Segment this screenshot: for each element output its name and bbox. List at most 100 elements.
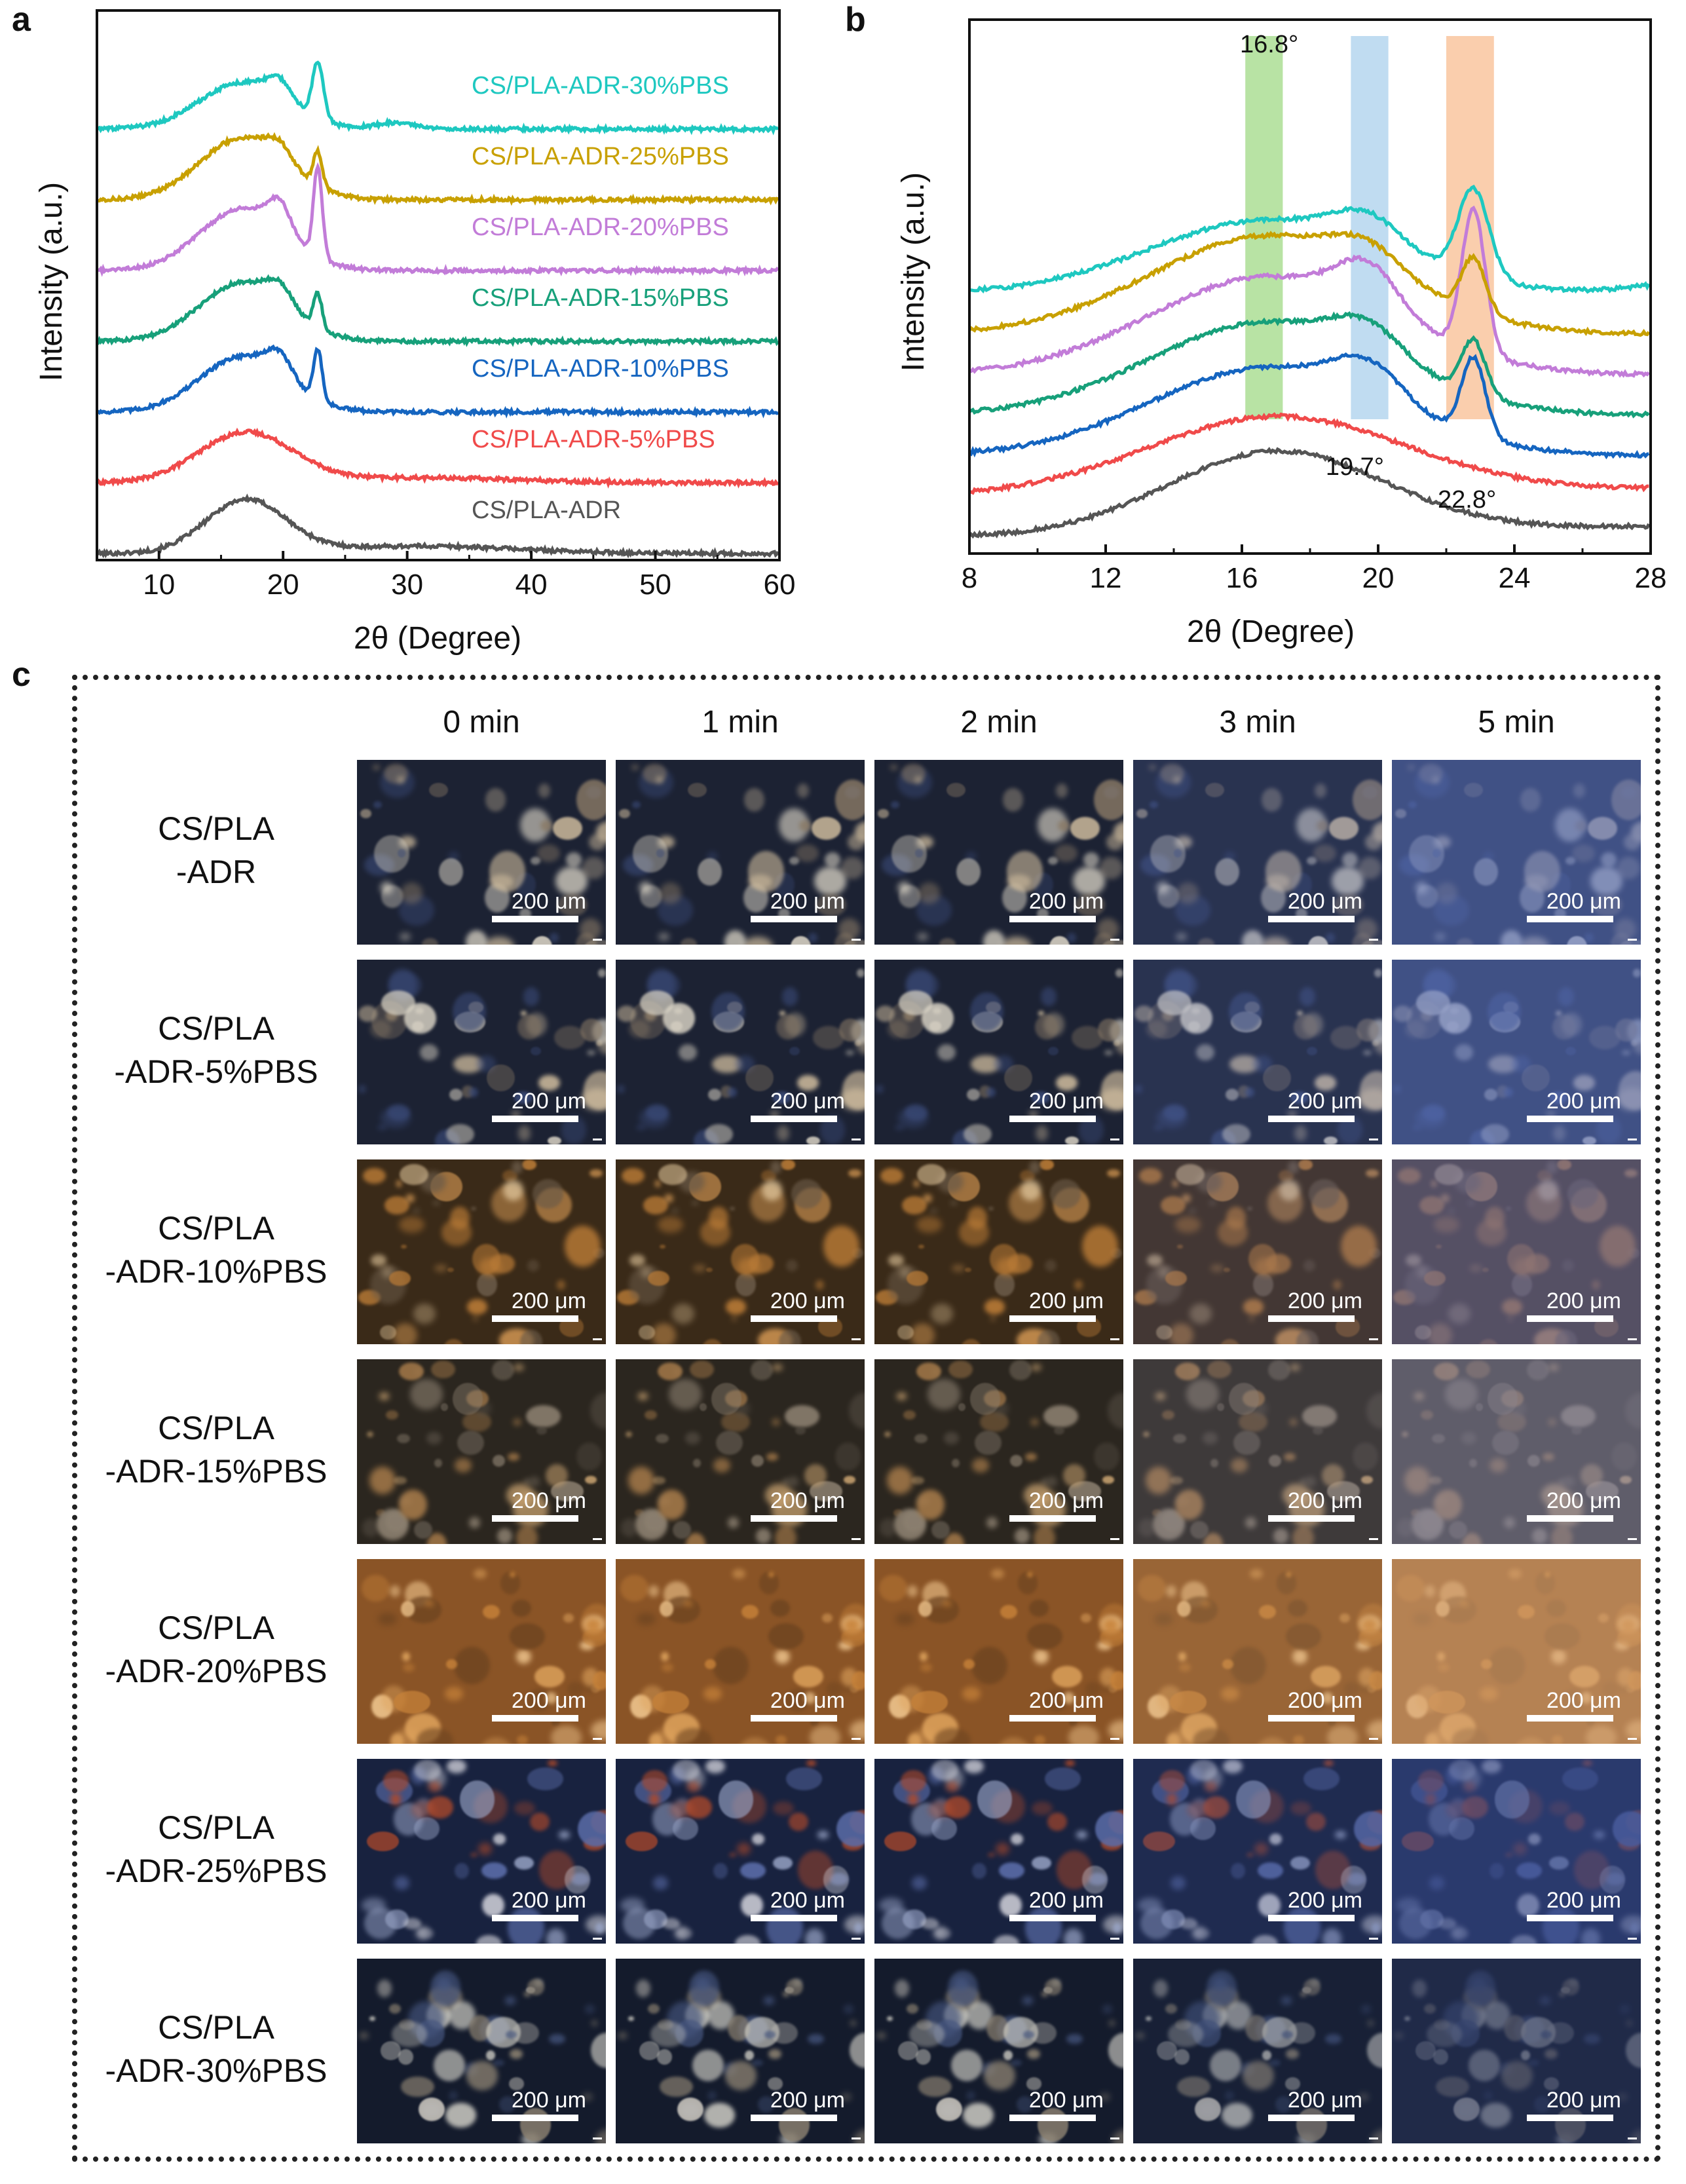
micrograph-particle — [692, 1459, 701, 1468]
micrograph-particle — [1025, 1453, 1038, 1461]
micrograph-particle — [951, 1459, 960, 1468]
micrograph-particle — [911, 1691, 948, 1714]
micrograph-particle — [895, 1613, 915, 1625]
micrograph-particle — [658, 932, 669, 941]
micrograph-particle — [692, 2049, 724, 2081]
micrograph-particle — [1140, 854, 1171, 876]
micrograph-particle — [1294, 1125, 1307, 1141]
sample-row-label: CS/PLA -ADR — [59, 807, 373, 894]
micrograph-particle — [493, 1834, 506, 1845]
micrograph-particle — [884, 1431, 891, 1437]
micrograph-particle — [519, 1330, 543, 1344]
micrograph-particle — [1294, 1014, 1317, 1040]
time-header: 5 min — [1478, 705, 1555, 740]
micrograph-particle — [549, 2034, 565, 2044]
micrograph-particle — [687, 782, 707, 797]
micrograph-particle — [534, 1666, 565, 1688]
micrograph-particle — [373, 800, 383, 809]
time-header: 0 min — [443, 705, 520, 740]
micrograph-particle — [1040, 987, 1057, 1007]
micrograph-particle — [1252, 1055, 1273, 1072]
mini-scale-mark — [1110, 939, 1119, 941]
micrograph-particle — [1055, 783, 1068, 798]
micrograph-particle — [1047, 1812, 1067, 1831]
micrograph-particle — [563, 1613, 574, 1623]
micrograph-particle — [492, 1359, 515, 1381]
micrograph-particle — [460, 1780, 495, 1818]
micrograph-particle — [453, 1647, 491, 1685]
chart-a-series-line — [96, 162, 779, 277]
scale-bar — [1009, 916, 1096, 922]
micrograph-particle — [764, 1996, 775, 2005]
micrograph-particle — [660, 1651, 669, 1662]
scale-bar — [1009, 1915, 1096, 1921]
micrograph-particle — [401, 1600, 415, 1617]
micrograph-particle — [844, 1475, 855, 1484]
micrograph-particle — [514, 1091, 533, 1104]
micrograph-particle — [951, 1264, 965, 1273]
scale-bar — [1009, 1515, 1096, 1522]
micrograph-particle — [576, 779, 606, 821]
micrograph-particle — [1330, 1026, 1362, 1049]
micrograph-particle — [388, 1270, 411, 1286]
micrograph-particle — [914, 776, 922, 784]
micrograph-particle — [397, 776, 405, 784]
scale-bar — [492, 2115, 578, 2121]
micrograph: 200 μm — [874, 1959, 1123, 2143]
micrograph-particle — [413, 1760, 441, 1781]
micrograph-particle — [673, 1817, 699, 1840]
micrograph-particle — [547, 1136, 561, 1144]
melt-overlay — [1392, 760, 1641, 945]
micrograph: 200 μm — [874, 960, 1123, 1144]
micrograph-particle — [465, 930, 487, 945]
mini-scale-mark — [1628, 1738, 1637, 1740]
micrograph-particle — [971, 1458, 990, 1473]
chart-a: Intensity (a.u.) 2θ (Degree) CS/PLA-ADR C… — [34, 9, 795, 656]
scale-bar-label: 200 μm — [770, 1688, 845, 1713]
micrograph-particle — [876, 2033, 886, 2039]
micrograph: 200 μm — [357, 1159, 606, 1344]
micrograph-particle — [1372, 821, 1382, 842]
micrograph-particle — [838, 918, 860, 940]
micrograph-particle — [1066, 2034, 1083, 2044]
micrograph-particle — [850, 1720, 865, 1741]
micrograph-particle — [516, 1649, 531, 1665]
micrograph-particle — [1066, 932, 1076, 943]
scale-bar-label: 200 μm — [1546, 1688, 1621, 1713]
micrograph-particle — [386, 1104, 411, 1121]
micrograph-particle — [916, 895, 952, 926]
micrograph-particle — [536, 1426, 548, 1435]
micrograph-particle — [1102, 2005, 1112, 2014]
chart-b-xtick-label: 8 — [962, 562, 977, 594]
micrograph-particle — [1004, 1064, 1032, 1092]
chart-a-xtick-label: 50 — [639, 569, 671, 601]
micrograph-particle — [658, 895, 693, 926]
sample-label-line2: -ADR-15%PBS — [105, 1453, 328, 1490]
micrograph-particle — [748, 1254, 774, 1273]
micrograph-particle — [806, 1136, 820, 1144]
micrograph-particle — [812, 816, 842, 840]
micrograph-particle — [455, 1862, 469, 1879]
micrograph-particle — [906, 2003, 918, 2014]
micrograph-particle — [1026, 2048, 1040, 2060]
micrograph-particle — [1163, 1104, 1187, 1121]
micrograph-particle — [775, 1649, 790, 1665]
micrograph-particle — [1075, 894, 1105, 917]
micrograph-particle — [1314, 1075, 1336, 1091]
micrograph-particle — [835, 1442, 861, 1471]
micrograph-particle — [713, 1862, 728, 1879]
micrograph-particle — [898, 1108, 929, 1129]
sample-label-line2: -ADR-10%PBS — [105, 1253, 328, 1290]
micrograph-particle — [618, 2033, 627, 2039]
micrograph-particle — [1051, 1666, 1082, 1688]
micrograph-particle — [662, 1663, 674, 1672]
micrograph-particle — [712, 1055, 742, 1074]
micrograph-particle — [367, 1831, 400, 1852]
micrograph-particle — [918, 1245, 925, 1249]
micrograph-particle — [550, 1725, 582, 1744]
micrograph-particle — [886, 2016, 893, 2022]
micrograph-particle — [724, 2061, 757, 2091]
micrograph-particle — [715, 1430, 743, 1455]
micrograph-particle — [756, 1528, 772, 1544]
